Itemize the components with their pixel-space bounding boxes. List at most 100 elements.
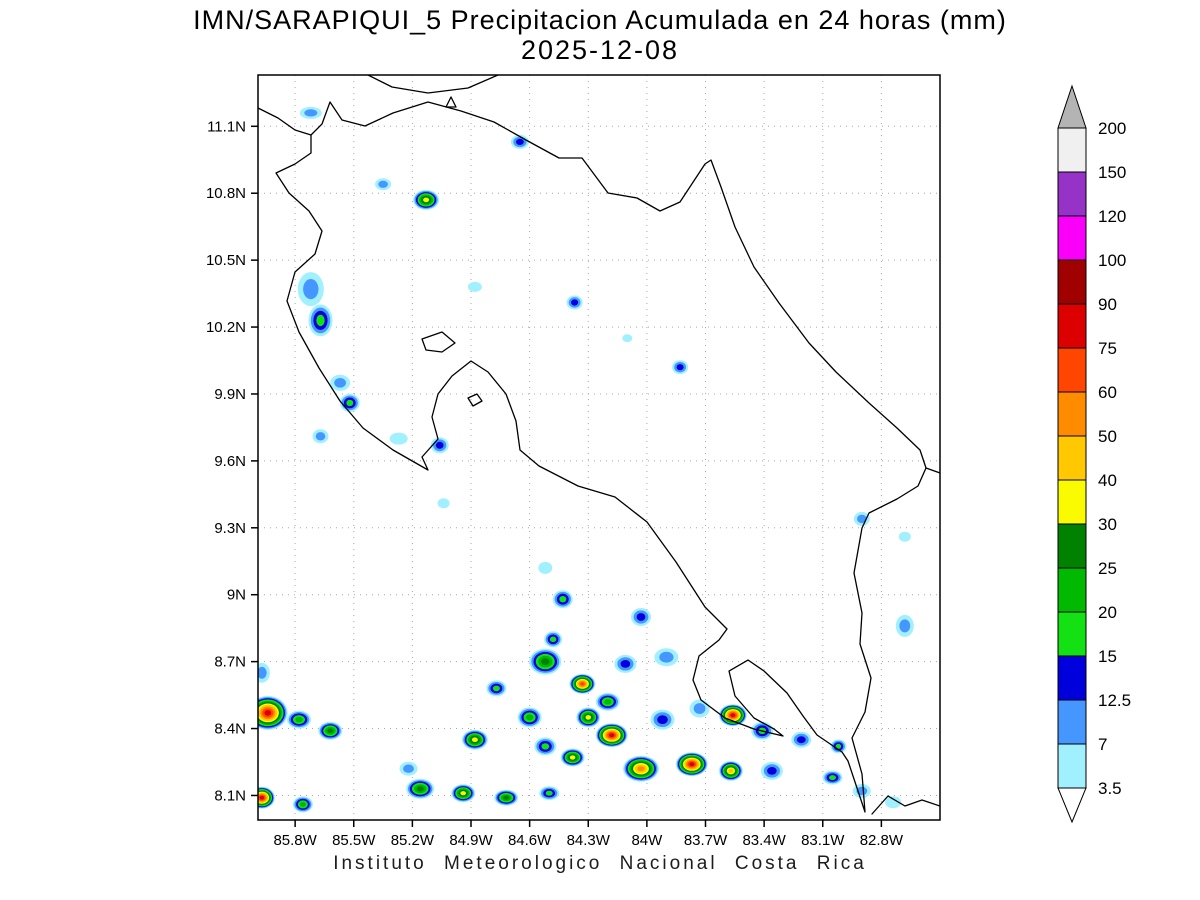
- precipitation-cells: [258, 106, 914, 813]
- lat-tick-label: 10.8N: [206, 185, 246, 202]
- precip-cell: [622, 334, 633, 343]
- precip-cell: [829, 775, 836, 781]
- lon-tick-label: 85.5W: [332, 832, 376, 849]
- precip-cell: [259, 795, 265, 800]
- precip-cell: [416, 786, 424, 792]
- costa-rica-outline: [275, 101, 927, 813]
- precip-cell: [657, 715, 668, 724]
- lake-arenal: [421, 331, 456, 353]
- precip-cell: [538, 561, 553, 574]
- precip-cell: [689, 762, 695, 767]
- precip-cell: [327, 728, 334, 734]
- colorbar-label: 75: [1098, 339, 1117, 358]
- colorbar-label: 20: [1098, 603, 1117, 622]
- precip-cell: [609, 733, 615, 738]
- gulf-island: [467, 393, 483, 407]
- colorbar-segment: [1057, 215, 1087, 261]
- precip-cell: [659, 651, 674, 663]
- lat-tick-label: 8.4N: [214, 721, 246, 738]
- colorbar-segment: [1057, 303, 1087, 349]
- lon-tick-label: 83.7W: [684, 832, 728, 849]
- lon-tick-label: 84.9W: [449, 832, 493, 849]
- precip-cell: [728, 768, 734, 774]
- colorbar-label: 12.5: [1098, 691, 1131, 710]
- colorbar-arrow-down: [1057, 787, 1087, 824]
- precip-cell: [315, 432, 326, 441]
- colorbar-label: 120: [1098, 207, 1126, 226]
- colorbar-segment: [1057, 259, 1087, 305]
- latitude-axis: 11.1N 10.8N 10.5N 10.2N 9.9N 9.6N 9.3N 9N 8.7N 8.…: [206, 118, 258, 804]
- lon-tick-label: 83.1W: [801, 832, 845, 849]
- precip-cell: [569, 755, 576, 760]
- precip-cell: [467, 281, 482, 292]
- precip-cell: [437, 498, 450, 509]
- precip-cell: [637, 766, 645, 772]
- lat-tick-label: 9N: [227, 587, 246, 604]
- lon-tick-label: 85.2W: [391, 832, 435, 849]
- chart-title: IMN/SARAPIQUI_5 Precipitacion Acumulada …: [193, 5, 1007, 35]
- precip-cell: [549, 636, 557, 643]
- lake-nicaragua-shore: [367, 75, 499, 94]
- precip-cell: [604, 699, 612, 705]
- colorbar-label: 50: [1098, 427, 1117, 446]
- precip-cell: [620, 660, 631, 668]
- lon-tick-label: 85.8W: [273, 832, 317, 849]
- lat-tick-label: 8.7N: [214, 654, 246, 671]
- colorbar-label: 40: [1098, 471, 1117, 490]
- lon-tick-label: 82.8W: [860, 832, 904, 849]
- colorbar-label: 15: [1098, 647, 1117, 666]
- colorbar: 200 150 120 100 90 75 60 50 40 30 25 20 15 12.5 7 3.5: [1057, 84, 1131, 824]
- precip-cell: [303, 279, 319, 300]
- colorbar-segment: [1057, 655, 1087, 701]
- chart-date: 2025-12-08: [520, 35, 680, 65]
- precip-cell: [389, 432, 408, 445]
- colorbar-label: 60: [1098, 383, 1117, 402]
- precip-cell: [503, 795, 510, 800]
- precip-cell: [435, 441, 444, 449]
- precip-cell: [471, 737, 478, 742]
- precip-cell: [304, 109, 318, 117]
- lat-tick-label: 9.9N: [214, 386, 246, 403]
- longitude-axis: 85.8W 85.5W 85.2W 84.9W 84.6W 84.3W 84W 83.7W 83…: [273, 820, 904, 849]
- precip-cell: [295, 716, 303, 723]
- lat-tick-label: 9.3N: [214, 520, 246, 537]
- precip-cell: [545, 790, 553, 796]
- colorbar-segment: [1057, 391, 1087, 437]
- colorbar-segment: [1057, 743, 1087, 789]
- precip-cell: [559, 596, 567, 603]
- lon-tick-label: 84W: [631, 832, 663, 849]
- panama-coast-pacific: [871, 795, 940, 815]
- colorbar-segment: [1057, 171, 1087, 217]
- colorbar-label: 150: [1098, 163, 1126, 182]
- plot-border: [257, 74, 941, 821]
- colorbar-label: 200: [1098, 119, 1126, 138]
- nicaragua-coast: [258, 107, 312, 136]
- precip-cell: [693, 703, 706, 714]
- precip-cell: [316, 314, 325, 327]
- colorbar-segment: [1057, 347, 1087, 393]
- precip-cell: [898, 531, 911, 542]
- colorbar-segment: [1057, 435, 1087, 481]
- colorbar-segment: [1057, 567, 1087, 613]
- coastline: [258, 75, 940, 815]
- colorbar-segment: [1057, 699, 1087, 745]
- precip-cell: [767, 767, 777, 775]
- precip-cell: [299, 802, 306, 807]
- precip-cell: [676, 364, 684, 371]
- precip-cell: [636, 613, 646, 621]
- precip-cell: [403, 764, 414, 773]
- lat-tick-label: 8.1N: [214, 787, 246, 804]
- lon-tick-label: 84.3W: [567, 832, 611, 849]
- colorbar-label: 90: [1098, 295, 1117, 314]
- colorbar-label: 100: [1098, 251, 1126, 270]
- lon-tick-label: 84.6W: [508, 832, 552, 849]
- precip-cell: [526, 714, 534, 721]
- precip-cell: [346, 399, 354, 407]
- panama-coast-caribbean: [925, 467, 940, 474]
- colorbar-arrow-up: [1057, 84, 1087, 129]
- precip-cell: [516, 138, 524, 145]
- grid: [258, 75, 940, 820]
- lat-tick-label: 10.2N: [206, 319, 246, 336]
